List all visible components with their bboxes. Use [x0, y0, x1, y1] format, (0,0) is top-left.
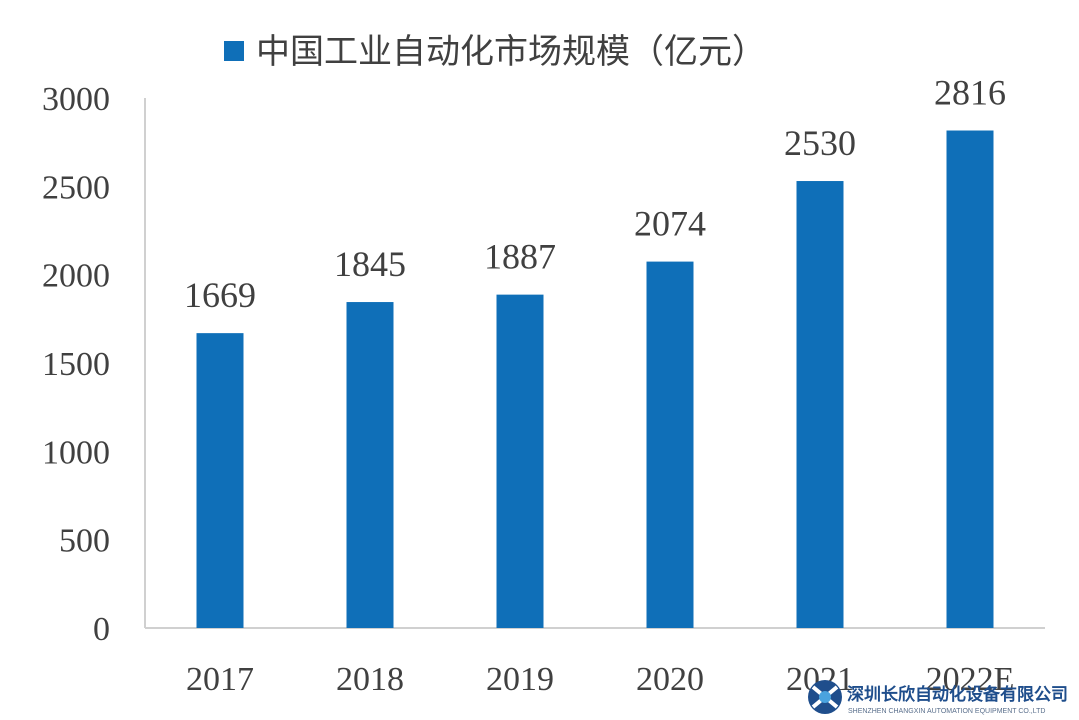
- bars: [196, 130, 994, 629]
- bar-2019: [496, 294, 544, 628]
- y-tick-label: 3000: [42, 81, 110, 118]
- bar-2022E: [946, 130, 994, 629]
- data-label-2022E: 2816: [934, 73, 1006, 113]
- x-tick-label: 2022E: [926, 661, 1015, 698]
- y-tick-label: 1500: [42, 346, 110, 383]
- y-tick-label: 500: [59, 523, 110, 560]
- data-label-2020: 2074: [634, 204, 706, 244]
- data-label-2021: 2530: [784, 123, 856, 163]
- data-label-2018: 1845: [334, 244, 406, 284]
- legend-swatch: [224, 41, 244, 61]
- y-tick-label: 2000: [42, 258, 110, 295]
- data-label-2017: 1669: [184, 275, 256, 315]
- x-tick-label: 2020: [636, 661, 704, 698]
- x-tick-label: 2018: [336, 661, 404, 698]
- legend: 中国工业自动化市场规模（亿元）: [224, 32, 766, 72]
- bar-2020: [646, 261, 694, 628]
- bar-2018: [346, 302, 394, 628]
- watermark-company-en: SHENZHEN CHANGXIN AUTOMATION EQUIPMENT C…: [848, 708, 1045, 715]
- data-labels: 1669 1845 1887 2074 2530 2816: [184, 73, 1006, 316]
- watermark-company-cn: 深圳长欣自动化设备有限公司: [847, 684, 1068, 705]
- watermark: 深圳长欣自动化设备有限公司 SHENZHEN CHANGXIN AUTOMATI…: [808, 680, 1068, 715]
- y-axis: 0 500 1000 1500 2000 2500 3000: [42, 81, 146, 648]
- y-tick-label: 1000: [42, 434, 110, 471]
- bar-2021: [796, 181, 844, 629]
- x-tick-label: 2017: [186, 661, 254, 698]
- y-tick-label: 0: [93, 611, 110, 648]
- data-label-2019: 1887: [484, 237, 556, 277]
- y-tick-label: 2500: [42, 169, 110, 206]
- x-axis: 2017 2018 2019 2020 2021 2022E: [145, 627, 1045, 698]
- changxin-logo-icon: [808, 680, 842, 714]
- legend-label: 中国工业自动化市场规模（亿元）: [256, 32, 766, 72]
- bar-2017: [196, 333, 244, 628]
- x-tick-label: 2019: [486, 661, 554, 698]
